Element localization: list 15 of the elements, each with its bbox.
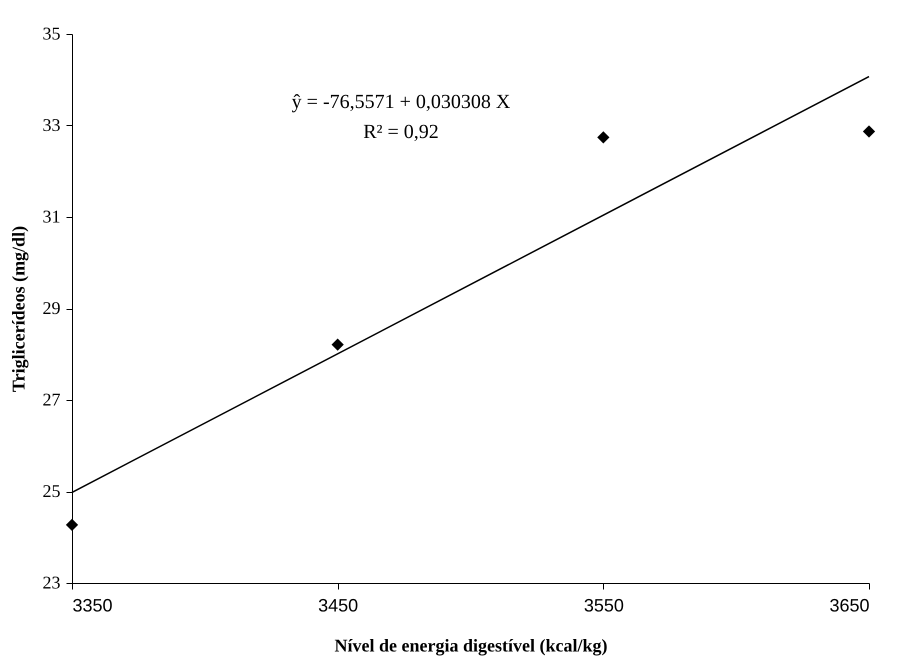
y-tick-label: 35 bbox=[42, 24, 60, 44]
y-tick-label: 31 bbox=[42, 206, 60, 226]
y-tick-label: 33 bbox=[42, 115, 60, 135]
y-tick-label: 23 bbox=[42, 572, 60, 592]
x-tick-label: 3650 bbox=[829, 596, 870, 616]
x-tick-label: 3550 bbox=[584, 596, 624, 616]
x-tick-label: 3350 bbox=[72, 596, 113, 616]
y-tick-label: 27 bbox=[42, 390, 60, 410]
y-tick-label: 25 bbox=[42, 481, 60, 501]
annotation: ŷ = -76,5571 + 0,030308 X bbox=[292, 91, 511, 113]
x-tick-label: 3450 bbox=[318, 596, 358, 616]
annotation: R² = 0,92 bbox=[363, 121, 439, 143]
y-axis-title: Triglicerídeos (mg/dl) bbox=[8, 226, 28, 392]
y-tick-label: 29 bbox=[42, 298, 60, 318]
x-axis-title: Nível de energia digestível (kcal/kg) bbox=[334, 636, 608, 656]
